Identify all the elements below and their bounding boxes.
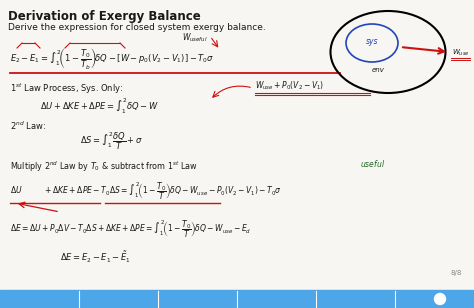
Text: $W_{useful}$: $W_{useful}$: [182, 32, 208, 44]
Text: Derive the expression for closed system exergy balance.: Derive the expression for closed system …: [8, 23, 266, 32]
Text: Derivation of Exergy Balance: Derivation of Exergy Balance: [8, 10, 201, 23]
Text: Multiply $2^{nd}$ Law by $T_0$ & subtract from $1^{st}$ Law: Multiply $2^{nd}$ Law by $T_0$ & subtrac…: [10, 160, 198, 174]
Text: $E_2 - E_1 = \int_1^2\!\left(1-\dfrac{T_0}{T_b}\right)\!\delta Q - [W - p_0(V_2-: $E_2 - E_1 = \int_1^2\!\left(1-\dfrac{T_…: [10, 47, 214, 72]
Text: sys: sys: [366, 38, 378, 47]
Text: $\Delta U \qquad\quad + \Delta KE + \Delta PE - T_0\Delta S = \int_1^2\!\left(1-: $\Delta U \qquad\quad + \Delta KE + \Del…: [10, 180, 282, 202]
Text: $\Delta E = E_2 - E_1 - \tilde{E}_1$: $\Delta E = E_2 - E_1 - \tilde{E}_1$: [60, 250, 131, 265]
Text: $2^{nd}$ Law:: $2^{nd}$ Law:: [10, 120, 46, 132]
Text: env: env: [372, 67, 384, 73]
Text: 8/8: 8/8: [451, 270, 462, 276]
Text: $\Delta U + \Delta KE + \Delta PE = \int_1^2 \delta Q - W$: $\Delta U + \Delta KE + \Delta PE = \int…: [40, 96, 159, 116]
Text: $1^{st}$ Law Process, Sys. Only:: $1^{st}$ Law Process, Sys. Only:: [10, 82, 123, 96]
Circle shape: [435, 294, 446, 305]
Text: $W_{use} + P_0(V_2 - V_1)$: $W_{use} + P_0(V_2 - V_1)$: [255, 80, 324, 92]
Text: $\Delta E = \Delta U + P_0\Delta V - T_0\Delta S + \Delta KE + \Delta PE = \int_: $\Delta E = \Delta U + P_0\Delta V - T_0…: [10, 218, 251, 240]
Text: $\Delta S = \int_1^2 \dfrac{\delta Q}{T} + \sigma$: $\Delta S = \int_1^2 \dfrac{\delta Q}{T}…: [80, 130, 143, 152]
Text: $W_{use}$: $W_{use}$: [452, 48, 469, 58]
Bar: [0, 290, 474, 308]
Text: $\it{useful}$: $\it{useful}$: [360, 158, 385, 169]
